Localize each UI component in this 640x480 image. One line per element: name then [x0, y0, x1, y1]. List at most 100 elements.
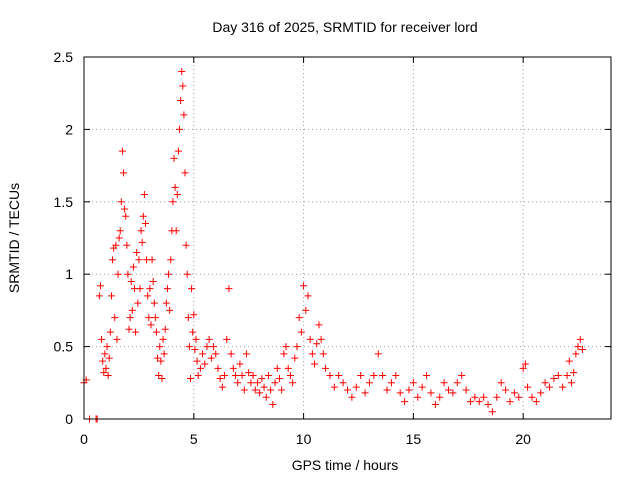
data-point	[576, 335, 584, 343]
data-point	[304, 292, 312, 300]
data-point	[519, 364, 527, 372]
data-point	[225, 285, 233, 293]
data-point	[156, 343, 164, 351]
data-points	[80, 67, 586, 423]
data-point	[409, 379, 417, 387]
data-point	[370, 372, 378, 380]
data-point	[462, 386, 470, 394]
data-point	[125, 325, 133, 333]
data-point	[471, 393, 479, 401]
data-point	[280, 350, 288, 358]
data-point	[436, 393, 444, 401]
data-point	[161, 325, 169, 333]
data-point	[322, 364, 330, 372]
data-point	[165, 270, 173, 278]
data-point	[232, 372, 240, 380]
data-point	[207, 354, 215, 362]
data-point	[150, 299, 158, 307]
data-point	[379, 372, 387, 380]
data-point	[245, 369, 253, 377]
data-point	[179, 82, 187, 90]
data-point	[528, 393, 536, 401]
data-point	[104, 372, 112, 380]
data-point	[154, 354, 162, 362]
data-point	[178, 67, 186, 75]
data-point	[122, 212, 130, 220]
data-point	[101, 350, 109, 358]
data-point	[107, 292, 115, 300]
data-point	[205, 335, 213, 343]
data-point	[115, 234, 123, 242]
data-point	[124, 270, 132, 278]
data-point	[357, 372, 365, 380]
data-point	[291, 354, 299, 362]
data-point	[199, 350, 207, 358]
x-tick-label: 20	[515, 431, 531, 447]
data-point	[392, 372, 400, 380]
data-point	[418, 383, 426, 391]
data-point	[196, 364, 204, 372]
data-point	[550, 374, 558, 382]
data-point	[157, 357, 165, 365]
data-point	[214, 364, 222, 372]
data-point	[330, 383, 338, 391]
data-point	[148, 256, 156, 264]
data-point	[173, 191, 181, 199]
data-point	[158, 374, 166, 382]
data-point	[236, 360, 244, 368]
data-point	[163, 285, 171, 293]
data-point	[271, 379, 279, 387]
data-point	[186, 374, 194, 382]
data-point	[191, 345, 199, 353]
data-point	[98, 335, 106, 343]
data-point	[141, 220, 149, 228]
data-point	[488, 408, 496, 416]
data-point	[234, 379, 242, 387]
data-point	[247, 379, 255, 387]
data-point	[275, 374, 283, 382]
y-tick-label: 0.5	[54, 339, 74, 355]
axis-ticks: 0 5 10 15 20 0 0.5 1 1.5 2 2.5	[54, 49, 611, 447]
data-point	[166, 306, 174, 314]
data-point	[128, 306, 136, 314]
data-point	[510, 389, 518, 397]
data-point	[170, 154, 178, 162]
data-point	[112, 241, 120, 249]
data-point	[387, 379, 395, 387]
data-point	[223, 335, 231, 343]
x-tick-label: 15	[406, 431, 422, 447]
x-axis-label: GPS time / hours	[292, 457, 399, 473]
data-point	[132, 328, 140, 336]
data-point	[427, 389, 435, 397]
data-point	[180, 111, 188, 119]
data-point	[515, 393, 523, 401]
y-tick-label: 1	[65, 266, 73, 282]
data-point	[210, 343, 218, 351]
data-point	[335, 372, 343, 380]
data-point	[160, 350, 168, 358]
data-point	[440, 379, 448, 387]
data-point	[192, 335, 200, 343]
data-point	[238, 372, 246, 380]
x-tick-label: 10	[296, 431, 312, 447]
data-point	[383, 386, 391, 394]
data-point	[127, 277, 135, 285]
data-point	[159, 335, 167, 343]
data-point	[106, 328, 114, 336]
data-point	[396, 389, 404, 397]
x-tick-label: 5	[190, 431, 198, 447]
y-tick-label: 0	[65, 411, 73, 427]
data-point	[102, 364, 110, 372]
data-point	[293, 343, 301, 351]
data-point	[308, 350, 316, 358]
data-point	[95, 292, 103, 300]
data-point	[458, 372, 466, 380]
data-point	[532, 398, 540, 406]
data-point	[194, 372, 202, 380]
data-point	[262, 393, 270, 401]
data-point	[162, 299, 170, 307]
data-point	[374, 350, 382, 358]
data-point	[177, 96, 185, 104]
data-point	[182, 241, 190, 249]
